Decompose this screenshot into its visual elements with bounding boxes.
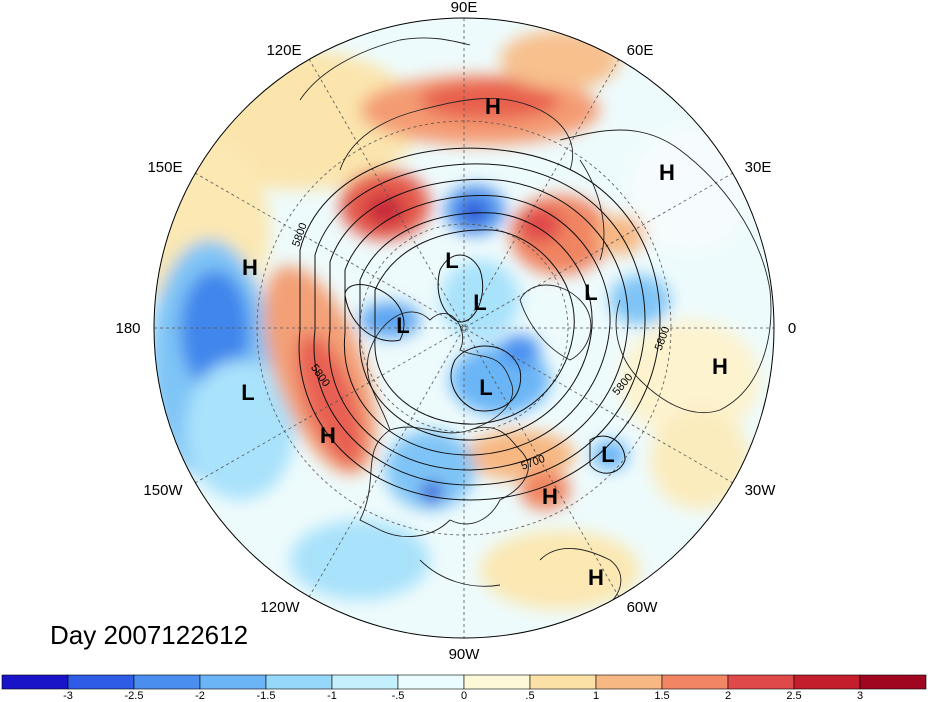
- lon-label-90e: 90E: [451, 0, 478, 16]
- high-center: H: [542, 484, 558, 509]
- colorbar-swatch: [859, 674, 927, 690]
- colorbar-swatch: [67, 674, 135, 690]
- colorbar-swatch: [727, 674, 795, 690]
- lon-label-120e: 120E: [266, 42, 301, 59]
- high-center: H: [485, 94, 501, 119]
- low-center: L: [473, 290, 486, 315]
- colorbar-tick-label: .5: [525, 690, 534, 702]
- colorbar-swatch: [661, 674, 729, 690]
- lon-label-120w: 120W: [260, 599, 300, 616]
- lon-label-150w: 150W: [143, 482, 183, 499]
- map-frame: [153, 17, 775, 639]
- colorbar-tick-label: 2.5: [786, 690, 801, 702]
- colorbar-tick-label: -2: [195, 690, 205, 702]
- colorbar-tick-label: 1.5: [654, 690, 669, 702]
- lon-label-30w: 30W: [745, 482, 777, 499]
- colorbar-swatch: [529, 674, 597, 690]
- low-center: L: [396, 313, 409, 338]
- lon-label-0: 0: [788, 320, 796, 337]
- low-center: L: [479, 375, 492, 400]
- colorbar-swatch: [397, 674, 465, 690]
- colorbar-tick-label: -.5: [392, 690, 405, 702]
- colorbar-tick-label: 2: [725, 690, 731, 702]
- colorbar-tick-label: 1: [593, 690, 599, 702]
- date-title: Day 2007122612: [50, 620, 249, 650]
- low-center: L: [445, 248, 458, 273]
- high-center: H: [320, 423, 336, 448]
- colorbar-swatch: [595, 674, 663, 690]
- lon-label-150e: 150E: [147, 159, 182, 176]
- colorbar-swatch: [133, 674, 201, 690]
- colorbar-tick-label: -2.5: [125, 690, 144, 702]
- colorbar-tick-label: 0: [461, 690, 467, 702]
- height-contours: [298, 147, 661, 501]
- colorbar-tick-label: -1.5: [257, 690, 276, 702]
- colorbar-tick-label: -3: [63, 690, 73, 702]
- lon-label-180: 180: [115, 320, 140, 337]
- high-center: H: [712, 354, 728, 379]
- high-center: H: [242, 255, 258, 280]
- colorbar-tick-label: -1: [327, 690, 337, 702]
- longitude-labels: 90E 120E 60E 150E 30E 180 0 150W 30W 120…: [115, 0, 796, 663]
- low-center: L: [241, 380, 254, 405]
- colorbar-swatch: [265, 674, 333, 690]
- colorbar-swatch: [331, 674, 399, 690]
- colorbar-swatch: [199, 674, 267, 690]
- colorbar-swatch: [793, 674, 861, 690]
- lon-label-90w: 90W: [449, 646, 481, 663]
- coastlines: [299, 37, 772, 611]
- lon-label-60e: 60E: [627, 42, 654, 59]
- colorbar-tick-label: 3: [857, 690, 863, 702]
- lon-label-60w: 60W: [627, 599, 659, 616]
- high-center: H: [659, 160, 675, 185]
- pressure-centers: H L L L H L H H L L H L H H: [241, 94, 728, 590]
- colorbar: -3 -2.5 -2 -1.5 -1 -.5 0 .5 1 1.5 2 2.5 3: [1, 674, 927, 702]
- lon-label-30e: 30E: [745, 159, 772, 176]
- anomaly-field: [154, 18, 774, 638]
- colorbar-swatch: [1, 674, 69, 690]
- high-center: H: [588, 565, 604, 590]
- colorbar-swatch: [463, 674, 531, 690]
- low-center: L: [584, 280, 597, 305]
- graticule: [154, 18, 774, 638]
- low-center: L: [601, 442, 614, 467]
